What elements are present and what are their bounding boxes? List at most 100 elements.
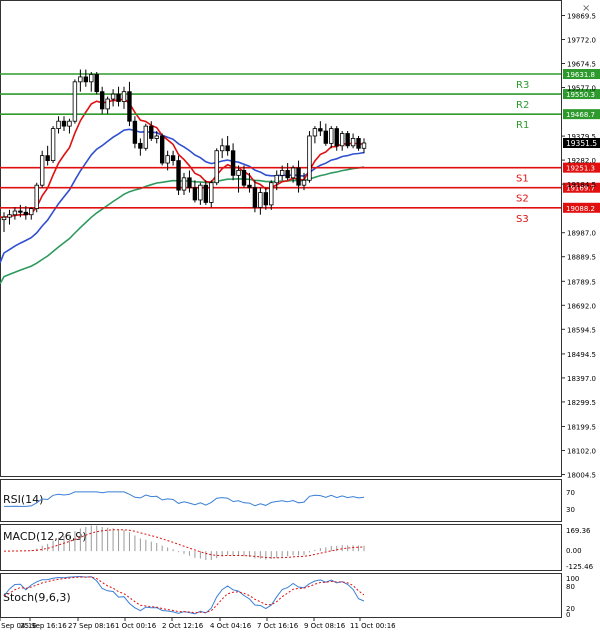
level-name-r2: R2	[516, 100, 529, 111]
candle-body	[318, 128, 323, 132]
candle-body	[12, 210, 18, 216]
time-tick-label: 2 Oct 12:16	[162, 622, 204, 630]
candle-body	[34, 184, 39, 209]
candle-body	[56, 120, 61, 129]
candles	[1, 69, 367, 232]
candle-body	[214, 150, 219, 184]
price-tick-label: 19379.5	[567, 133, 596, 141]
candle-body	[296, 167, 301, 186]
candle-body	[225, 145, 230, 152]
candle-body	[159, 135, 165, 164]
rsi-tick-30: 30	[566, 506, 575, 514]
stoch-tick-100: 100	[566, 575, 579, 583]
level-name-s3: S3	[516, 214, 529, 225]
candle-body	[312, 128, 318, 137]
candle-body	[61, 120, 67, 127]
level-price-box-r3	[563, 69, 600, 80]
moving-average-line	[0, 97, 365, 218]
price-tick-label: 18789.5	[567, 278, 596, 286]
candle-body	[356, 138, 361, 149]
time-tick-label: 27 Sep 08:16	[68, 622, 115, 630]
stoch-tick-20: 20	[566, 605, 575, 613]
level-price-label-r2: 19550.3	[566, 91, 595, 99]
rsi-tick-70: 70	[566, 489, 575, 497]
candle-body	[301, 179, 307, 186]
candle-body	[67, 120, 72, 127]
candle-body	[307, 135, 312, 181]
candle-body	[132, 120, 138, 144]
current-price-box	[563, 137, 600, 148]
candle-body	[89, 74, 94, 83]
rsi-line	[4, 491, 365, 507]
level-name-s1: S1	[516, 174, 529, 185]
macd-tick-zero: 0.00	[566, 547, 582, 555]
price-tick-label: 18299.5	[567, 399, 596, 407]
candle-body	[187, 177, 192, 189]
candle-body	[290, 167, 296, 179]
candle-body	[99, 91, 105, 110]
pivot-levels: R3 19631.8 R2 19550.3 R1 19468.7 S1 19251.3 S2 19…	[0, 69, 600, 225]
time-tick-label: 4 Oct 04:16	[210, 622, 252, 630]
candle-body	[121, 91, 127, 102]
candle-body	[127, 91, 132, 122]
price-tick-label: 18987.0	[567, 230, 596, 238]
candle-body	[18, 210, 23, 213]
candle-body	[138, 142, 143, 149]
time-tick-label: 9 Oct 08:16	[304, 622, 346, 630]
candle-body	[181, 177, 187, 191]
level-price-label-s2: 19169.7	[566, 185, 595, 193]
macd-tick-low: -125.46	[566, 563, 594, 571]
price-tick-label: 18004.5	[567, 472, 596, 480]
candle-body	[143, 125, 149, 149]
candle-body	[1, 216, 7, 221]
main-panel-frame	[0, 0, 562, 477]
candle-body	[361, 142, 367, 149]
close-glyph[interactable]: ×	[582, 3, 590, 14]
candle-body	[345, 133, 350, 147]
candle-body	[279, 170, 285, 176]
stoch-title: Stoch(9,6,3)	[3, 591, 71, 604]
candle-body	[350, 138, 356, 147]
price-tick-label: 19772.0	[567, 36, 596, 44]
current-price-label: 19351.5	[566, 139, 597, 148]
time-tick-label: 1 Oct 00:16	[115, 622, 157, 630]
price-tick-label: 19577.0	[567, 84, 596, 92]
candle-body	[329, 128, 334, 144]
level-price-box-r2	[563, 89, 600, 100]
price-tick-label: 18199.5	[567, 424, 596, 432]
candle-body	[258, 192, 263, 208]
candle-body	[192, 187, 198, 201]
candle-body	[7, 214, 12, 218]
price-tick-label: 18889.5	[567, 254, 596, 262]
time-tick-label: 24 Sep 04:16	[0, 622, 37, 630]
candle-body	[29, 208, 34, 216]
moving-average-line	[0, 128, 365, 264]
candle-body	[269, 182, 274, 206]
candle-body	[236, 170, 241, 176]
stoch-tick-80: 80	[566, 583, 575, 591]
price-tick-label: 19674.5	[567, 60, 596, 68]
price-tick-label: 18102.0	[567, 448, 596, 456]
candle-body	[230, 150, 236, 176]
candle-body	[105, 98, 110, 110]
stoch-tick-0: 0	[566, 611, 570, 619]
candle-body	[39, 155, 45, 186]
price-tick-label: 19282.0	[567, 157, 596, 165]
candle-body	[45, 155, 50, 161]
candle-body	[94, 74, 99, 93]
level-name-r1: R1	[516, 120, 529, 131]
candle-body	[241, 170, 247, 186]
candle-body	[154, 135, 159, 139]
price-tick-label: 18692.0	[567, 302, 596, 310]
level-price-box-s3	[563, 202, 600, 213]
candle-body	[23, 211, 29, 216]
stoch-panel-frame	[0, 573, 562, 618]
candle-body	[116, 93, 121, 102]
candle-body	[252, 187, 258, 208]
candle-body	[209, 182, 214, 203]
rsi-title: RSI(14)	[3, 493, 43, 506]
candle-body	[78, 76, 83, 83]
candle-body	[339, 133, 345, 147]
candle-body	[219, 145, 225, 152]
